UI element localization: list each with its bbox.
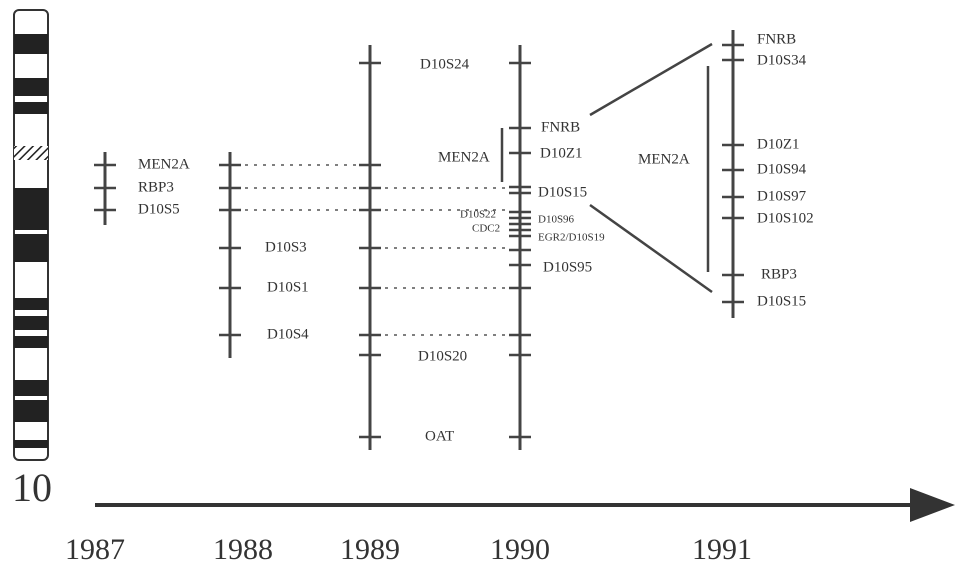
marker-label: D10S24 [420,56,470,72]
region-label: MEN2A [438,149,490,165]
marker-label: D10S4 [267,326,309,342]
arrow-head [910,488,955,522]
year-label: 1989 [340,533,400,566]
marker-label: D10S5 [138,201,180,217]
marker-label: EGR2/D10S19 [538,232,605,244]
year-label: 1987 [65,533,125,566]
marker-label: D10S102 [757,210,814,226]
marker-label: FNRB [757,31,796,47]
marker-label: D10S3 [265,239,307,255]
year-label: 1991 [692,533,752,566]
marker-label: D10Z1 [757,136,800,152]
marker-label: D10S95 [543,259,592,275]
marker-label: RBP3 [138,179,174,195]
marker-label: D10S97 [757,188,807,204]
marker-label: D10Z1 [540,145,583,161]
marker-label: CDC2 [472,223,500,235]
marker-label: D10S94 [757,161,807,177]
marker-label: D10S34 [757,52,807,68]
marker-label: D10S22 [460,209,496,221]
diagram: 10 1987 1988 1989 1990 1991 MEN2A RBP3 D10S5 D10… [0,0,957,566]
marker-label: D10S15 [538,184,587,200]
marker-label: OAT [425,428,454,444]
marker-label: RBP3 [761,266,797,282]
marker-label: D10S15 [757,293,806,309]
region-label: MEN2A [638,151,690,167]
year-label: 1990 [490,533,550,566]
chromosome-ideogram [14,10,48,460]
expansion-line [590,44,712,115]
marker-label: D10S96 [538,214,575,226]
year-label: 1988 [213,533,273,566]
marker-label: MEN2A [138,156,190,172]
marker-label: FNRB [541,119,580,135]
chromosome-label: 10 [12,465,52,510]
expansion-line [590,205,712,292]
marker-label: D10S20 [418,348,467,364]
marker-label: D10S1 [267,279,309,295]
